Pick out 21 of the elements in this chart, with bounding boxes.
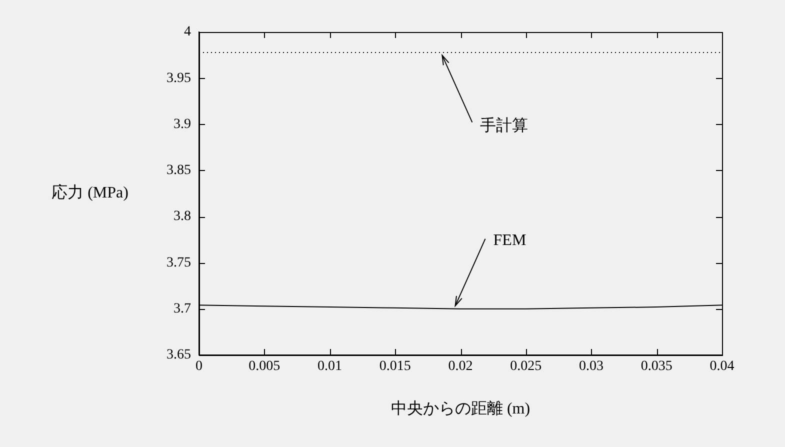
annotation: FEM: [493, 232, 526, 250]
x-tick-label: 0.04: [710, 359, 734, 374]
x-tick-label: 0.005: [248, 359, 280, 374]
annotation: 手計算: [480, 116, 528, 135]
x-tick-label: 0.01: [318, 359, 342, 374]
y-tick-label: 4: [184, 24, 191, 40]
y-tick-label: 3.65: [166, 348, 191, 363]
x-tick-label: 0.025: [510, 359, 542, 374]
y-tick-label: 3.7: [174, 302, 191, 317]
y-tick-label: 3.8: [174, 209, 191, 224]
x-tick-label: 0.02: [448, 359, 473, 374]
x-tick-label: 0.03: [579, 359, 604, 374]
x-axis-title: 中央からの距離 (m): [390, 400, 530, 418]
x-tick-label: 0.035: [640, 359, 672, 374]
y-tick-label: 3.9: [174, 116, 191, 132]
y-axis-title: 応力 (MPa): [52, 184, 128, 202]
y-tick-label: 3.75: [166, 255, 191, 270]
x-tick-label: 0.015: [379, 359, 411, 374]
y-tick-label: 3.85: [166, 163, 191, 178]
x-tick-label: 0: [196, 359, 202, 374]
y-tick-label: 3.95: [166, 70, 191, 86]
